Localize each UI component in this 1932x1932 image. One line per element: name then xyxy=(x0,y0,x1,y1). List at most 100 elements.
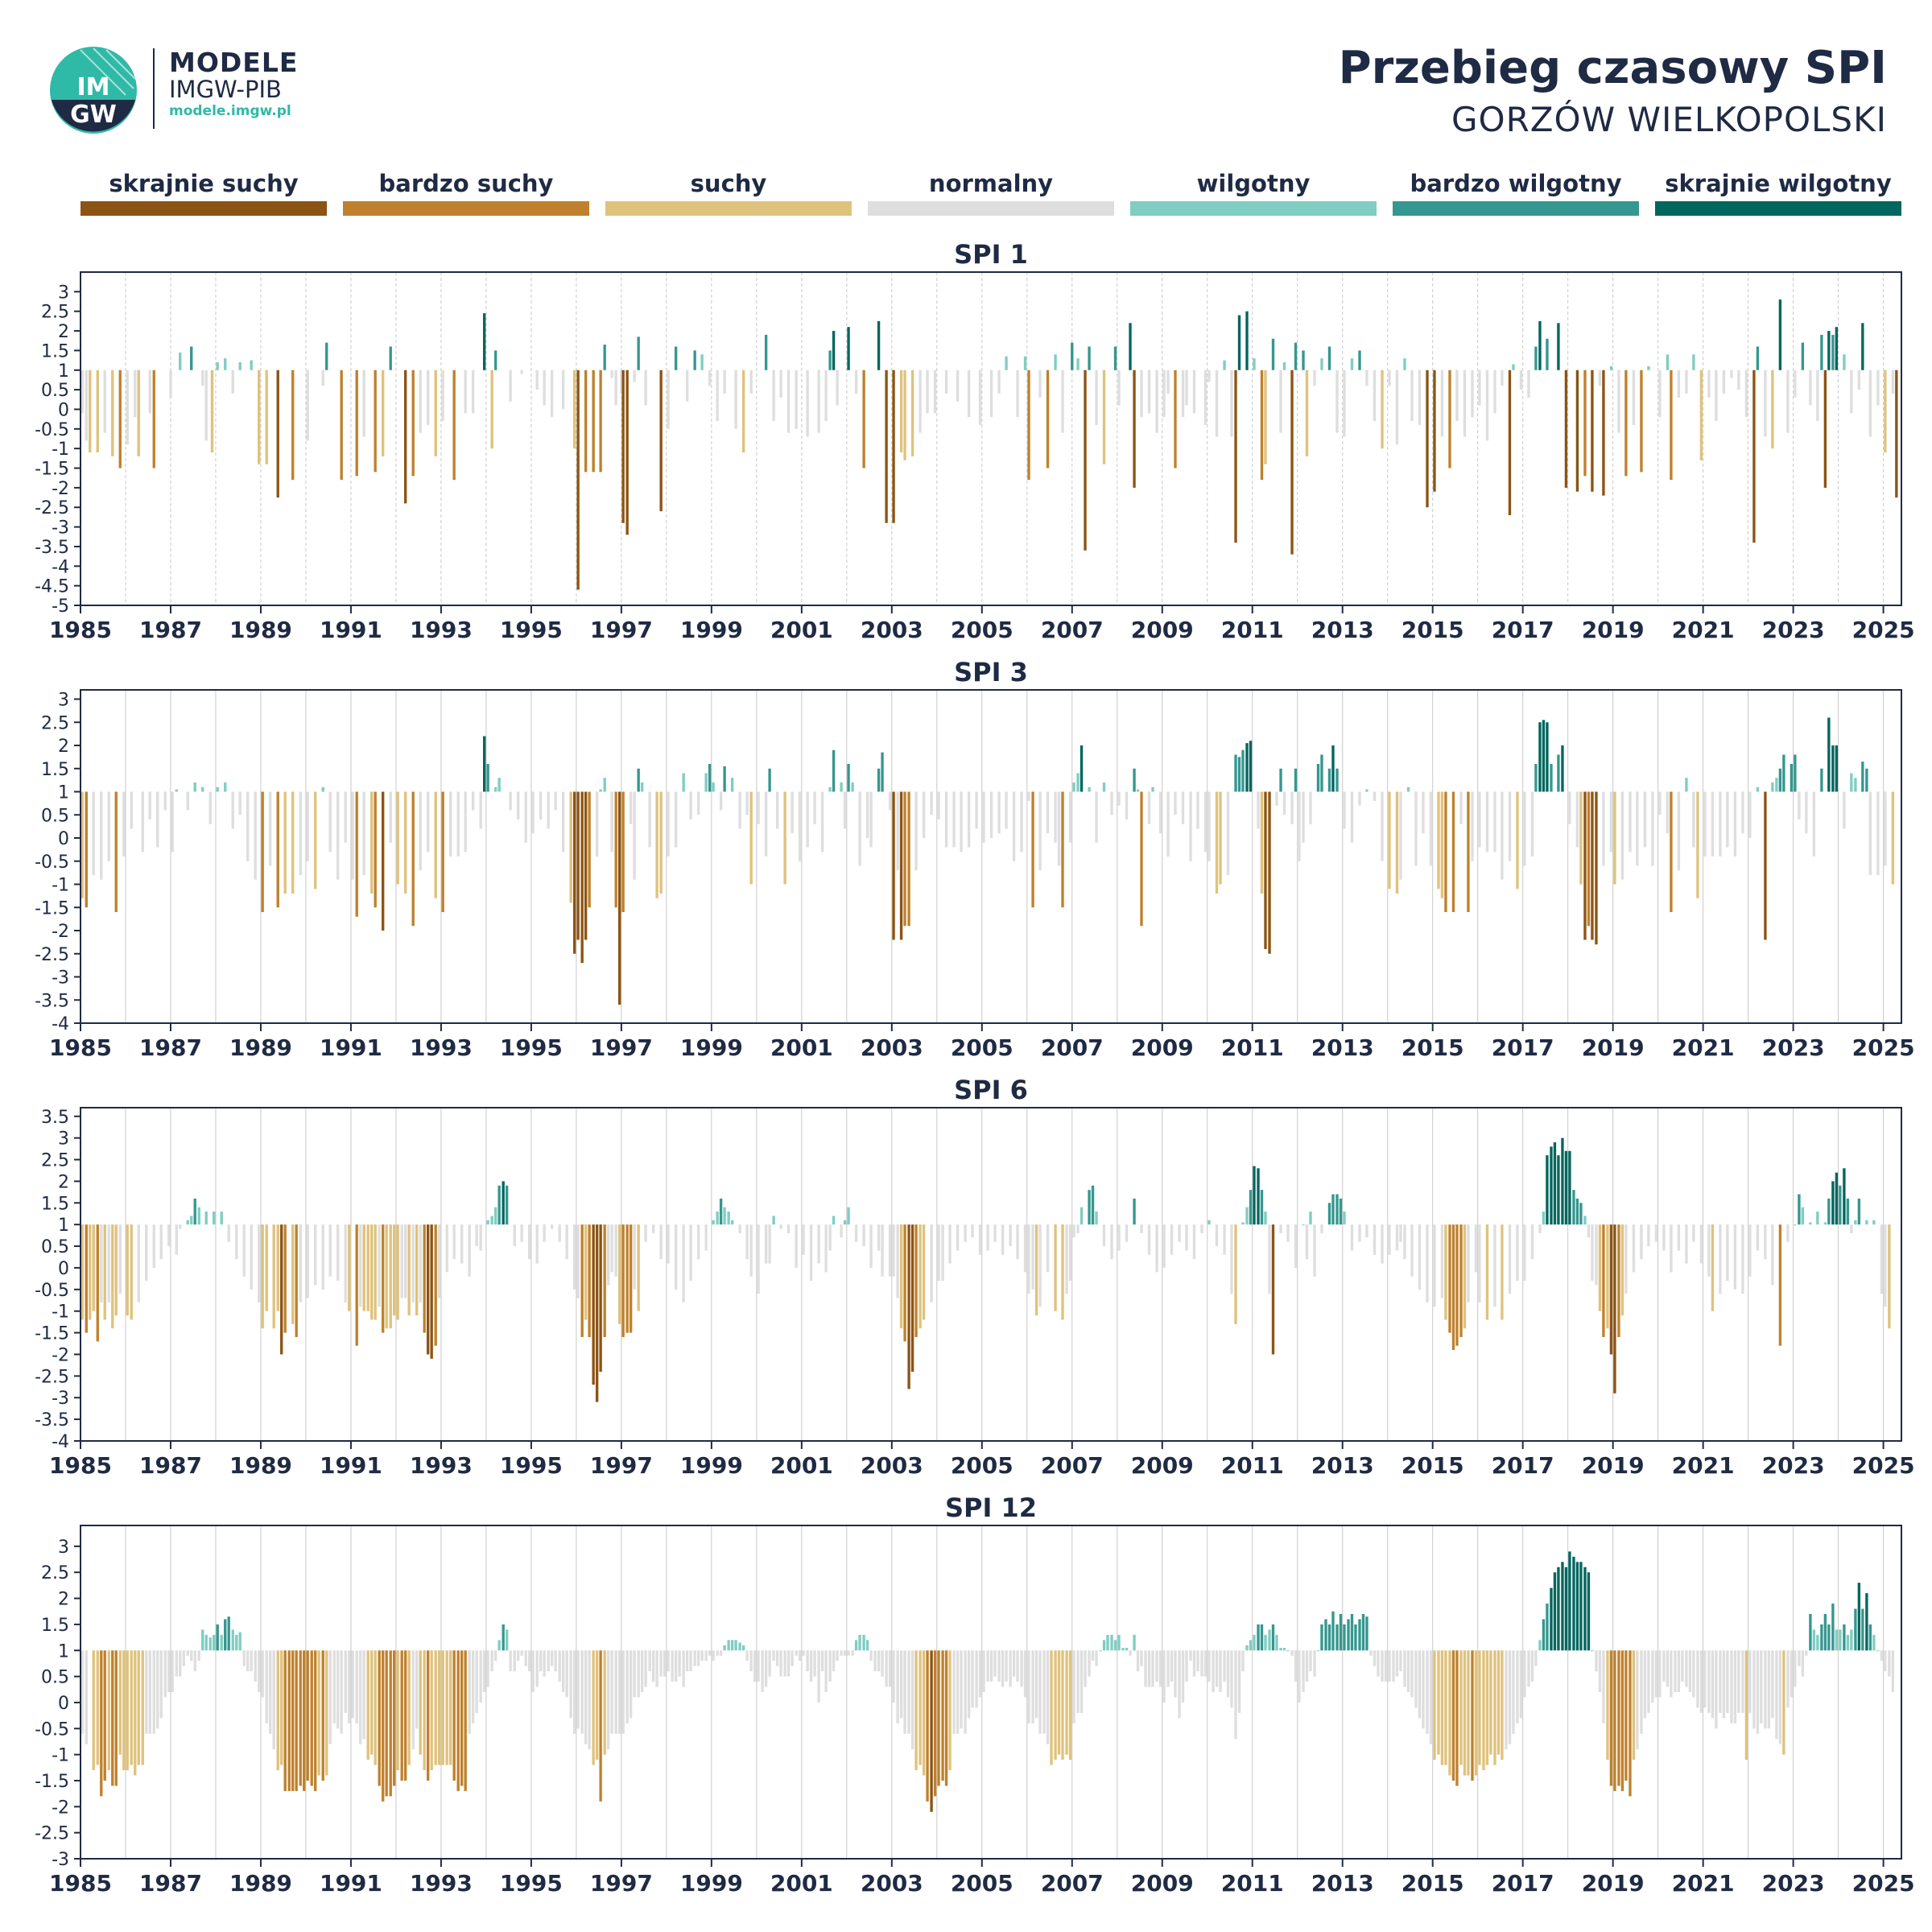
spi-bar xyxy=(1253,1634,1256,1651)
spi-bar xyxy=(1264,1634,1267,1651)
spi-bar xyxy=(764,334,768,370)
spi-bar xyxy=(956,1224,960,1251)
spi-bar xyxy=(1598,369,1602,386)
spi-bar xyxy=(193,782,196,792)
spi-bar xyxy=(505,1629,509,1651)
spi-bar xyxy=(772,1650,775,1662)
spi-bar xyxy=(1309,791,1312,824)
spi-bar xyxy=(1294,768,1298,792)
spi-bar xyxy=(441,369,444,422)
spi-bar xyxy=(599,789,602,792)
spi-bar xyxy=(1433,1224,1436,1307)
spi-bar xyxy=(1155,369,1158,433)
spi-bar xyxy=(1602,1650,1605,1724)
spi-bar xyxy=(1606,1650,1609,1761)
spi-bar xyxy=(1546,722,1549,792)
spi-bar xyxy=(1778,1224,1782,1346)
spi-bar xyxy=(1302,1224,1305,1226)
spi-bar xyxy=(967,369,971,418)
y-tick-label: -3 xyxy=(52,1389,69,1409)
spi-bar xyxy=(1294,342,1298,370)
spi-bar xyxy=(1561,1137,1564,1225)
spi-bar xyxy=(1620,791,1624,880)
spi-bar xyxy=(314,1224,317,1286)
spi-bar xyxy=(914,1224,918,1337)
spi-bar xyxy=(1226,1650,1230,1698)
spi-bar xyxy=(531,791,535,834)
spi-bar xyxy=(145,1650,148,1734)
spi-bar xyxy=(1459,1650,1463,1765)
legend-swatch xyxy=(1655,201,1901,216)
spi-bar xyxy=(1038,1650,1042,1734)
spi-bar xyxy=(1835,327,1839,370)
spi-bar xyxy=(565,1224,568,1260)
spi-bar xyxy=(1726,1224,1729,1282)
spi-bar xyxy=(1046,1224,1050,1273)
y-tick-label: -1.5 xyxy=(35,1324,69,1344)
x-tick-label: 2015 xyxy=(1402,1452,1464,1479)
spi-bar xyxy=(134,1650,137,1776)
spi-bar xyxy=(1546,1604,1549,1651)
y-tick-label: -2.5 xyxy=(35,498,69,518)
spi-bar xyxy=(1076,358,1080,370)
spi-bar xyxy=(1827,331,1831,370)
x-tick-label: 2019 xyxy=(1582,1034,1645,1061)
spi-bar xyxy=(1230,1650,1233,1708)
spi-bar xyxy=(903,1224,906,1342)
spi-bar xyxy=(1816,1634,1819,1651)
spi-bar xyxy=(1872,1220,1876,1225)
spi-bar xyxy=(723,1645,726,1651)
spi-bar xyxy=(1658,369,1662,418)
spi-bar xyxy=(967,791,971,848)
spi-bar xyxy=(1801,1650,1805,1677)
spi-bar xyxy=(1647,1650,1650,1713)
x-tick-label: 2005 xyxy=(951,617,1013,643)
y-tick-label: -4 xyxy=(52,557,69,577)
spi-bar xyxy=(1009,1224,1012,1247)
spi-bar xyxy=(798,791,802,861)
spi-bar xyxy=(629,1224,633,1333)
spi-bar xyxy=(1185,369,1188,406)
spi-bar xyxy=(411,791,415,927)
spi-bar xyxy=(1550,1587,1553,1651)
spi-bar xyxy=(201,1629,204,1651)
spi-bar xyxy=(1857,1583,1861,1651)
spi-bar xyxy=(1151,786,1154,792)
spi-bar xyxy=(1350,1224,1354,1251)
spi-bar xyxy=(565,1650,568,1698)
spi-bar xyxy=(888,1650,892,1687)
spi-bar xyxy=(1790,1650,1794,1698)
spi-bar xyxy=(989,369,993,418)
spi-bar xyxy=(956,1650,960,1734)
spi-bar xyxy=(179,1650,182,1677)
spi-bar xyxy=(1538,1224,1542,1233)
spi-bar xyxy=(1587,1572,1591,1651)
spi-bar xyxy=(1843,791,1846,829)
spi-bar xyxy=(1358,791,1361,806)
y-tick-label: -1.5 xyxy=(35,1772,69,1792)
spi-bar xyxy=(944,369,948,394)
spi-bar xyxy=(1557,754,1560,792)
spi-bar xyxy=(824,1650,828,1692)
spi-bar xyxy=(907,791,910,927)
spi-bar xyxy=(1850,1629,1853,1651)
spi-bar xyxy=(434,1224,437,1346)
spi-bar xyxy=(1253,1166,1256,1225)
y-tick-label: 2.5 xyxy=(41,713,69,733)
spi-bar xyxy=(620,369,623,394)
spi-bar xyxy=(625,1650,629,1724)
spi-bar xyxy=(896,1224,899,1298)
spi-bar xyxy=(407,1224,411,1316)
spi-bar xyxy=(1095,1650,1098,1666)
x-tick-label: 2009 xyxy=(1131,1034,1194,1061)
spi-bar xyxy=(1850,369,1853,414)
spi-bar xyxy=(1237,1650,1241,1713)
spi-bar xyxy=(1474,1650,1478,1776)
spi-bar xyxy=(561,369,565,410)
y-tick-label: -1 xyxy=(52,440,69,460)
brand-name: MODELE xyxy=(169,47,299,78)
spi-bar xyxy=(1381,1650,1384,1682)
brand-url[interactable]: modele.imgw.pl xyxy=(169,103,291,119)
spi-bar xyxy=(404,791,407,894)
spi-bar xyxy=(1009,1650,1012,1687)
